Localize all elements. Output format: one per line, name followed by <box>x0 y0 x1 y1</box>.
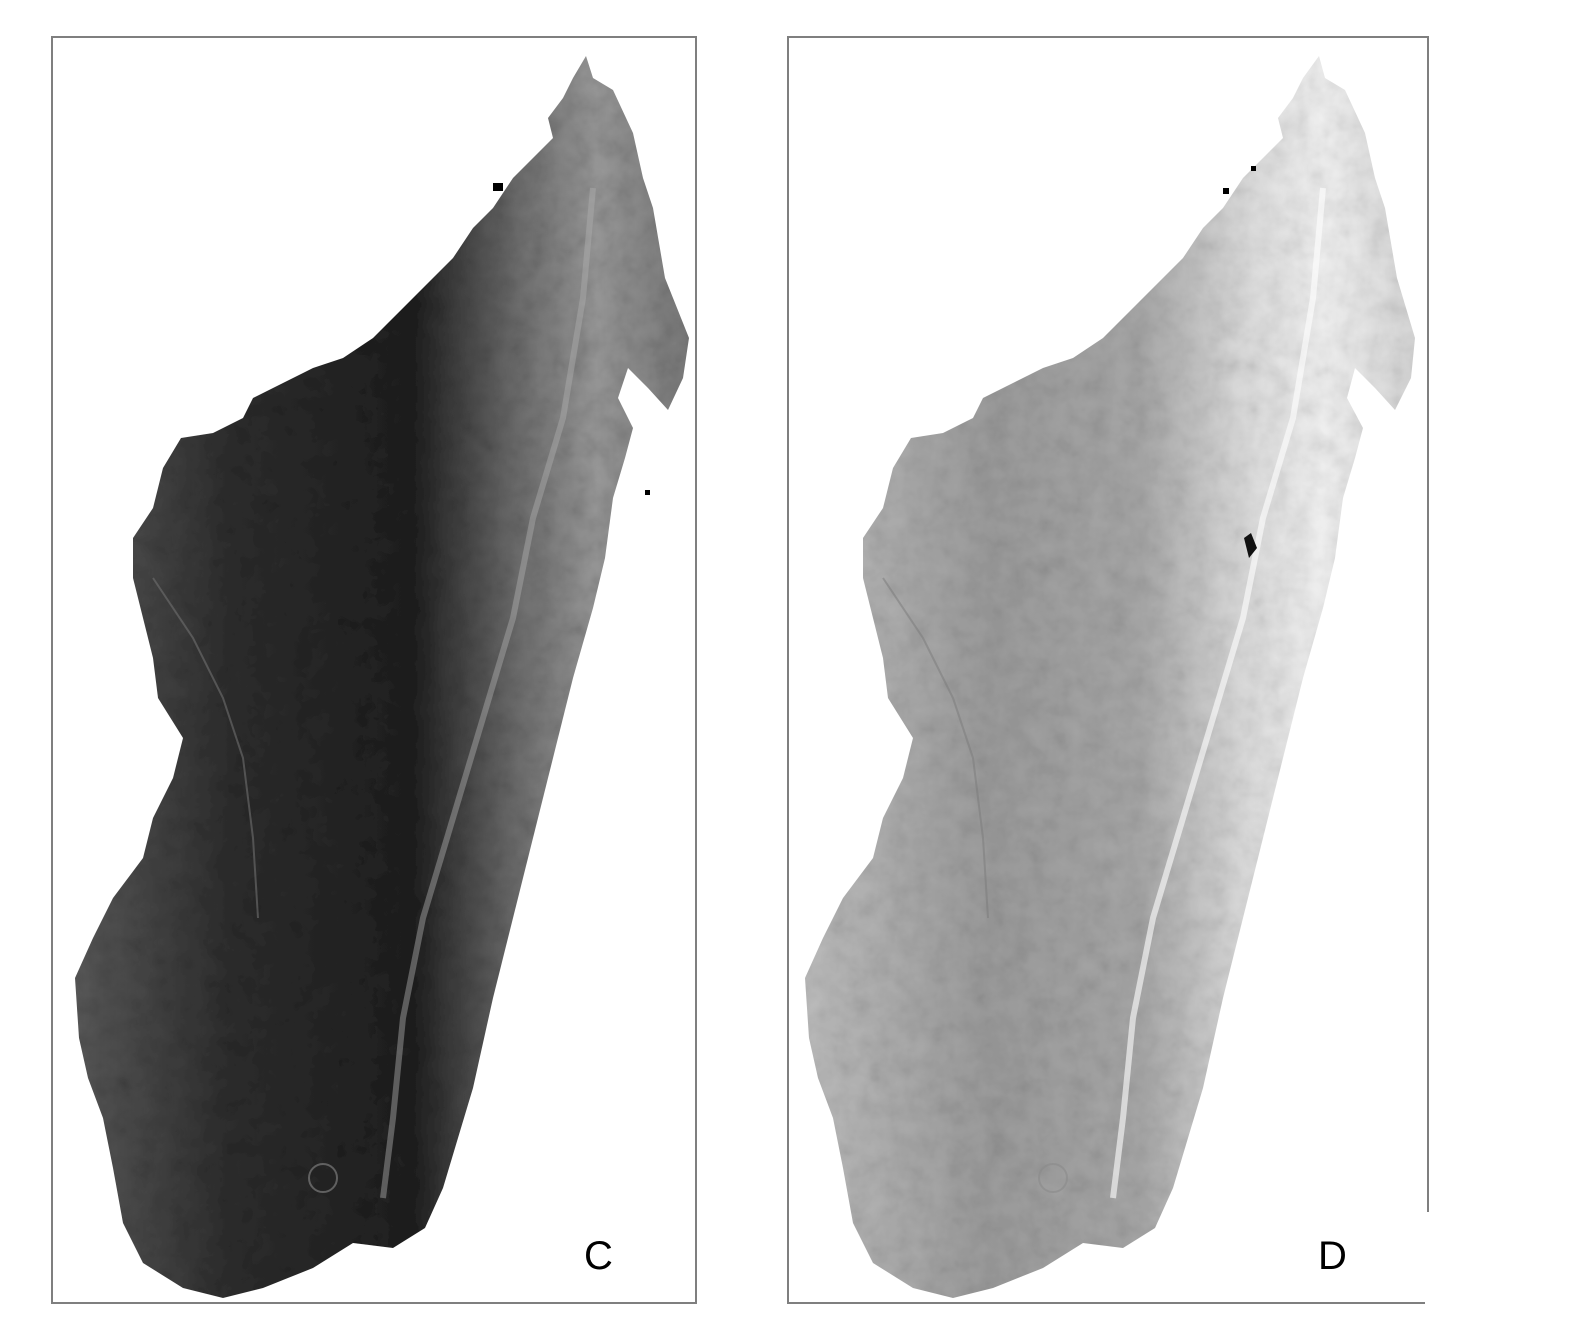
island-shape-d <box>805 56 1415 1298</box>
crater-feature-c <box>308 1163 338 1193</box>
border-gap <box>1425 1212 1429 1304</box>
islet-d <box>1223 188 1229 194</box>
map-panel-d: D <box>787 36 1429 1304</box>
map-panel-c: C <box>51 36 697 1304</box>
dark-lake-d <box>1244 533 1257 558</box>
panel-label-c: C <box>584 1234 613 1278</box>
island-shape-c <box>75 56 689 1298</box>
river-c <box>152 577 259 919</box>
madagascar-map-c <box>75 56 689 1298</box>
river-d <box>882 577 989 919</box>
islet-c <box>493 183 503 191</box>
ridge-highlight-d <box>1110 187 1326 1199</box>
islet-c-2 <box>645 490 650 495</box>
islet-d-2 <box>1251 166 1256 171</box>
crater-feature-d <box>1038 1163 1068 1193</box>
panel-label-d: D <box>1318 1234 1347 1278</box>
madagascar-map-d <box>805 56 1415 1298</box>
ridge-highlight-c <box>380 187 596 1199</box>
